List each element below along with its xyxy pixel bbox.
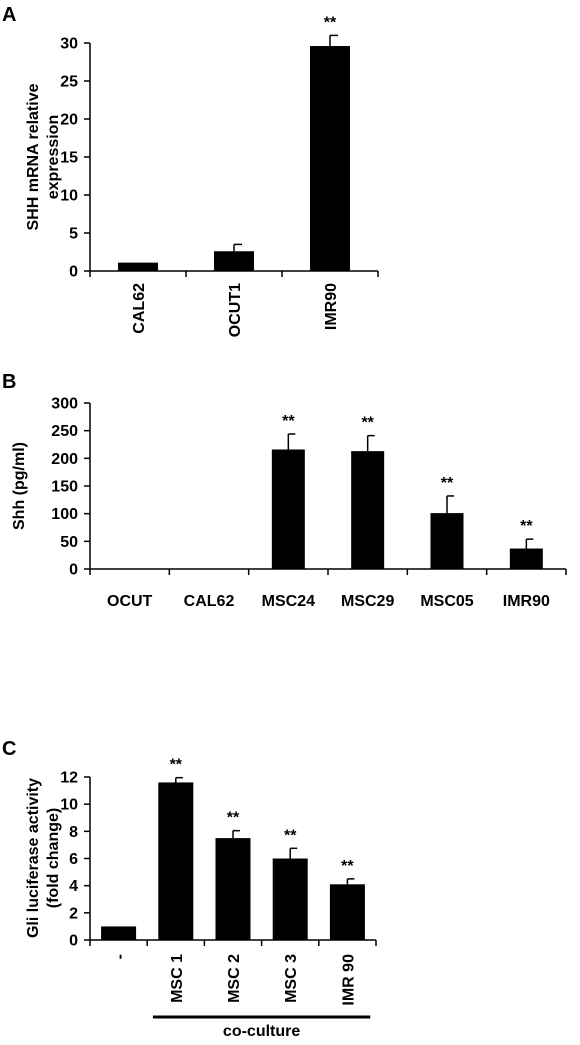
- y-axis-label: SHH mRNA relative: [25, 83, 42, 230]
- category-label: CAL62: [184, 593, 235, 610]
- category-label: MSC24: [262, 593, 315, 610]
- significance-marker: **: [227, 810, 240, 827]
- y-tick-label: 15: [60, 150, 78, 167]
- y-axis-label: Shh (pg/ml): [11, 442, 28, 530]
- y-tick-label: 8: [69, 824, 78, 841]
- significance-marker: **: [361, 415, 374, 432]
- bar: [158, 782, 194, 940]
- y-tick-label: 200: [51, 451, 78, 468]
- y-tick-label: 25: [60, 74, 78, 91]
- category-label: -: [112, 954, 129, 959]
- bar: [430, 513, 464, 569]
- y-tick-label: 50: [60, 534, 78, 551]
- y-axis-label: expression: [45, 115, 62, 199]
- category-label: IMR90: [503, 593, 550, 610]
- bar: [118, 262, 158, 271]
- panel-letter: C: [2, 738, 16, 760]
- bar: [215, 838, 251, 940]
- category-label: MSC 1: [169, 954, 186, 1003]
- category-label: MSC05: [420, 593, 473, 610]
- significance-marker: **: [520, 518, 533, 535]
- y-tick-label: 12: [60, 770, 78, 787]
- bar: [329, 884, 365, 940]
- panel-letter: B: [2, 371, 16, 393]
- y-tick-label: 6: [69, 851, 78, 868]
- category-label: MSC 3: [283, 954, 300, 1003]
- chart-panel-b: B 0 50 100 150 200 250 300 Shh (pg/ml) OCUT CAL62 *…: [2, 371, 567, 610]
- significance-marker: **: [441, 475, 454, 492]
- y-tick-label: 0: [69, 562, 78, 579]
- y-tick-label: 0: [69, 264, 78, 281]
- category-label: IMR90: [323, 283, 340, 330]
- category-label: CAL62: [131, 283, 148, 334]
- category-label: MSC 2: [226, 954, 243, 1003]
- y-tick-label: 30: [60, 36, 78, 53]
- y-tick-label: 4: [69, 878, 78, 895]
- significance-marker: **: [170, 757, 183, 774]
- significance-marker: **: [341, 858, 354, 875]
- group-label: co-culture: [223, 1023, 300, 1040]
- y-tick-label: 10: [60, 188, 78, 205]
- significance-marker: **: [282, 413, 295, 430]
- y-axis-label: Gli luciferase activity: [25, 778, 42, 938]
- category-label: IMR 90: [340, 954, 357, 1006]
- y-tick-label: 250: [51, 423, 78, 440]
- category-label: OCUT: [107, 593, 153, 610]
- y-axis-label: (fold change): [45, 808, 62, 908]
- bar: [271, 449, 305, 569]
- y-tick-label: 100: [51, 506, 78, 523]
- y-tick-label: 10: [60, 797, 78, 814]
- y-tick-label: 0: [69, 933, 78, 950]
- bar: [509, 548, 543, 569]
- significance-marker: **: [324, 14, 337, 31]
- bar: [272, 858, 308, 940]
- y-tick-label: 300: [51, 396, 78, 413]
- panel-letter: A: [2, 4, 16, 26]
- bar: [351, 451, 385, 569]
- chart-panel-a: A 0 5 10 15 20 25 30 SHH mRNA relative expression…: [2, 4, 379, 337]
- category-label: MSC29: [341, 593, 394, 610]
- category-label: OCUT1: [227, 283, 244, 337]
- bar: [310, 46, 350, 271]
- y-tick-label: 2: [69, 905, 78, 922]
- y-tick-label: 150: [51, 479, 78, 496]
- bar: [214, 251, 254, 271]
- y-tick-label: 20: [60, 112, 78, 129]
- y-tick-label: 5: [69, 226, 78, 243]
- chart-panel-c: C 0 2 4 6 8 10 12 Gli luciferase activity (fold c…: [2, 738, 377, 1040]
- bar: [101, 926, 137, 940]
- significance-marker: **: [284, 827, 297, 844]
